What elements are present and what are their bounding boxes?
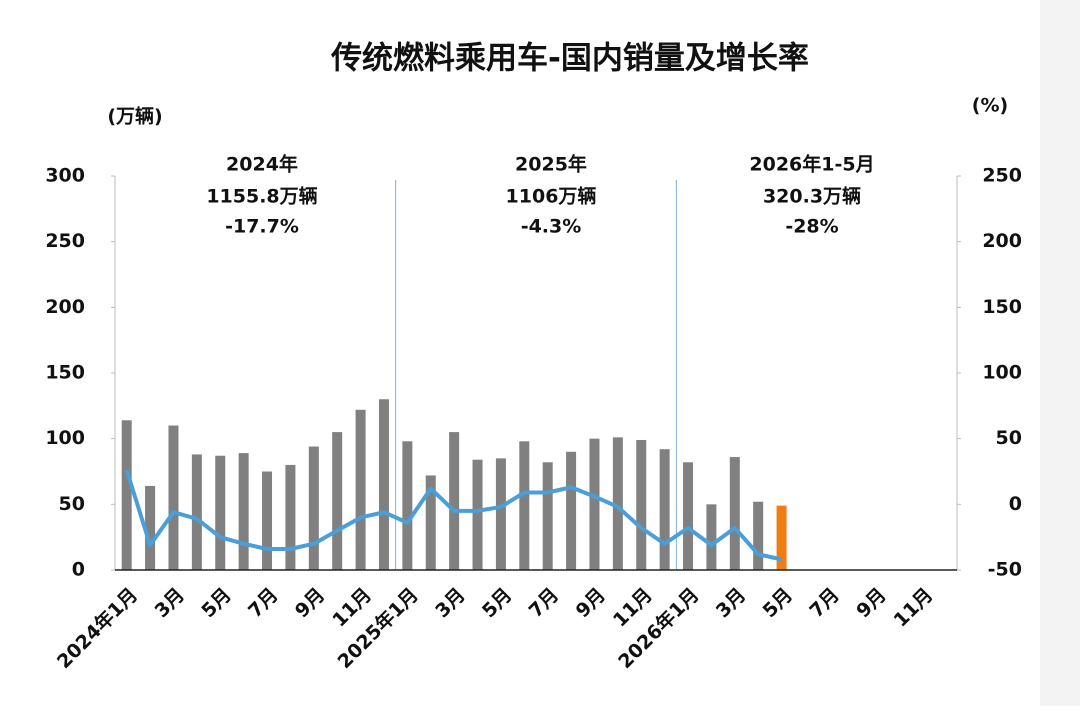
annotation-total: 1106万辆 <box>506 185 597 208</box>
bar <box>753 501 764 570</box>
bar <box>308 446 319 570</box>
y2-tick-label: 100 <box>982 362 1022 384</box>
bar <box>191 454 202 570</box>
y2-tick-label: 50 <box>996 427 1022 449</box>
bar <box>285 464 296 570</box>
y2-tick-label: 150 <box>982 296 1022 318</box>
bar <box>566 451 577 570</box>
bar <box>519 441 530 570</box>
bar <box>332 432 343 570</box>
y2-tick-label: 250 <box>982 165 1022 187</box>
bar <box>402 441 413 570</box>
bar <box>238 453 249 570</box>
bar <box>636 439 647 570</box>
bar <box>612 437 623 570</box>
annotation-year: 2025年 <box>515 153 587 176</box>
bar <box>449 432 460 570</box>
y-tick-label: 250 <box>45 230 85 252</box>
bar <box>168 425 179 570</box>
y2-tick-label: -50 <box>988 559 1022 581</box>
y-axis-label: (万辆) <box>107 105 162 128</box>
bar <box>472 459 483 570</box>
side-strip <box>1040 0 1080 706</box>
bar <box>683 462 694 570</box>
bar <box>145 485 156 570</box>
y2-axis-label: (%) <box>972 95 1008 117</box>
y-tick-label: 50 <box>59 493 85 515</box>
chart-title: 传统燃料乘用车-国内销量及增长率 <box>330 41 809 77</box>
bar <box>542 462 553 570</box>
annotation-total: 320.3万辆 <box>763 185 861 208</box>
annotation-total: 1155.8万辆 <box>206 185 317 208</box>
bar <box>378 399 389 570</box>
y-tick-label: 200 <box>45 296 85 318</box>
bar <box>659 449 670 570</box>
y2-tick-label: 200 <box>982 230 1022 252</box>
y-tick-label: 300 <box>45 165 85 187</box>
annotation-growth: -17.7% <box>225 216 299 238</box>
annotation-year: 2024年 <box>226 153 298 176</box>
bar <box>729 457 740 570</box>
annotation-year: 2026年1-5月 <box>749 153 874 176</box>
bar <box>589 438 600 570</box>
line <box>124 469 783 562</box>
annotation-growth: -4.3% <box>521 216 582 238</box>
y-tick-label: 100 <box>45 427 85 449</box>
bar <box>495 458 506 570</box>
y2-tick-label: 0 <box>1009 493 1022 515</box>
y-tick-label: 150 <box>45 362 85 384</box>
bar <box>776 505 787 570</box>
bar <box>355 409 366 570</box>
bar <box>706 504 717 570</box>
bar <box>262 471 273 570</box>
bar <box>121 420 132 570</box>
bar <box>425 475 436 570</box>
annotation-growth: -28% <box>785 216 838 238</box>
y-tick-label: 0 <box>72 559 85 581</box>
bar <box>215 455 226 570</box>
